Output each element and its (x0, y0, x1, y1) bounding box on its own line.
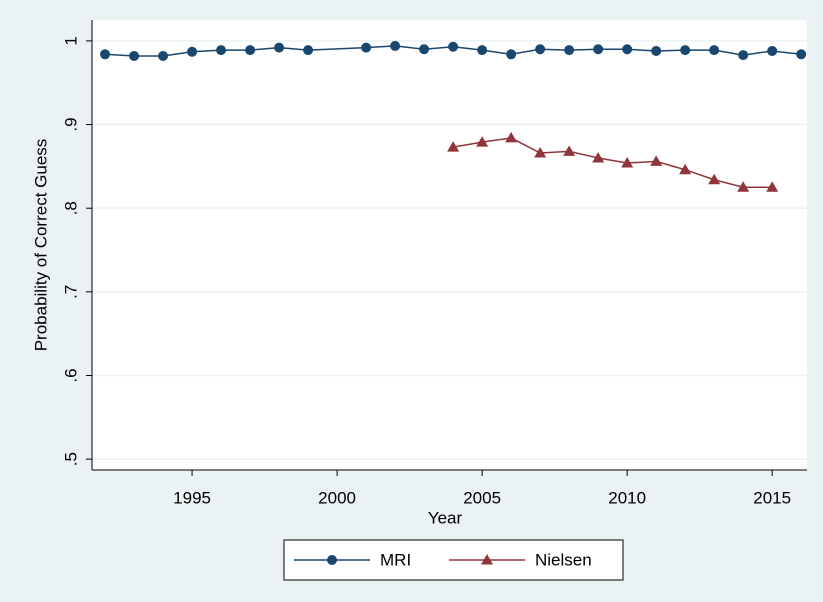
data-point (187, 46, 198, 57)
data-point (448, 41, 459, 52)
x-tick-label: 2010 (608, 488, 646, 507)
data-point (361, 42, 372, 53)
data-point (709, 45, 720, 56)
data-point (216, 45, 227, 56)
data-point (621, 157, 634, 168)
data-point (390, 40, 401, 51)
x-tick-label: 2005 (463, 488, 501, 507)
legend-label: MRI (380, 550, 411, 569)
data-point (563, 145, 576, 156)
legend-marker (327, 555, 337, 565)
data-point (158, 50, 169, 61)
data-point (622, 44, 633, 55)
data-point (303, 45, 314, 56)
y-tick-label: 1 (61, 36, 80, 45)
data-point (535, 44, 546, 55)
data-point (476, 136, 489, 147)
legend-marker (481, 554, 493, 565)
x-tick-label: 2000 (318, 488, 356, 507)
data-point (419, 44, 430, 55)
y-tick-label: .6 (61, 368, 80, 382)
y-tick-label: .9 (61, 117, 80, 131)
data-point (650, 155, 663, 166)
data-point (592, 152, 605, 163)
x-tick-label: 2015 (753, 488, 791, 507)
data-point (477, 45, 488, 56)
series-line (452, 137, 773, 189)
data-point (447, 141, 460, 152)
y-tick-label: .7 (61, 285, 80, 299)
x-axis-title: Year (428, 508, 463, 527)
data-point (274, 42, 285, 53)
legend-label: Nielsen (535, 550, 592, 569)
data-point (129, 50, 140, 61)
data-point (564, 45, 575, 56)
y-tick-label: .8 (61, 201, 80, 215)
data-point (505, 131, 518, 143)
data-point (534, 146, 547, 158)
data-point (679, 163, 692, 175)
data-point (680, 45, 691, 56)
data-point (245, 45, 256, 56)
data-point (593, 44, 604, 55)
data-point (766, 181, 779, 192)
data-point (796, 49, 807, 60)
data-point (651, 45, 662, 56)
data-point (737, 181, 750, 192)
plot-region (92, 20, 807, 470)
data-point (708, 173, 721, 185)
data-point (738, 50, 749, 61)
data-point (506, 49, 517, 60)
y-axis-title: Probability of Correct Guess (31, 139, 50, 352)
x-tick-label: 1995 (173, 488, 211, 507)
data-point (767, 45, 778, 56)
y-tick-label: .5 (61, 452, 80, 466)
data-point (100, 49, 111, 60)
